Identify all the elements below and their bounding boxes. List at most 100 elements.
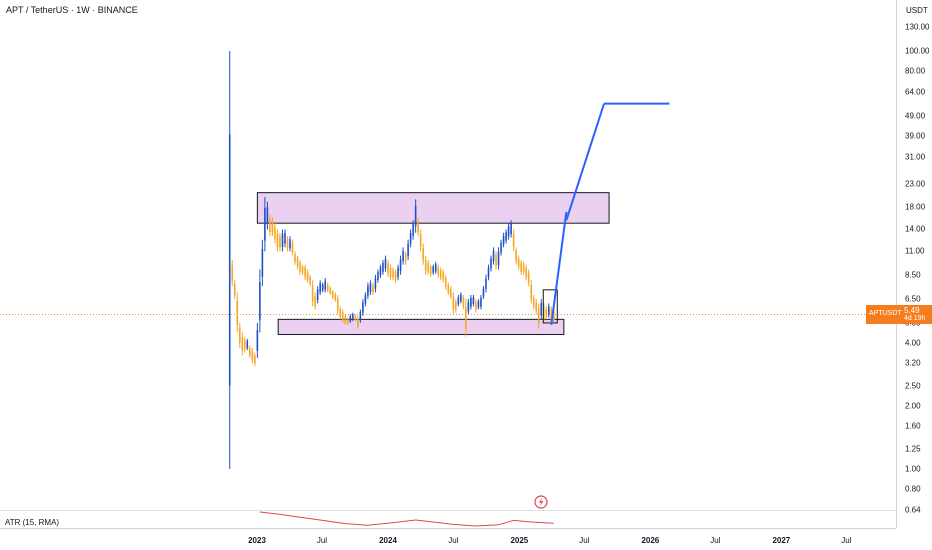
price-tick: 0.64	[905, 505, 921, 514]
projection-line	[550, 211, 568, 325]
candle-body	[530, 284, 533, 299]
candle-body	[525, 267, 527, 278]
candle-body	[477, 301, 480, 308]
candle-body	[404, 254, 407, 262]
candle-body	[452, 296, 455, 310]
time-tick: 2027	[772, 536, 791, 545]
candle-body	[329, 287, 332, 294]
candle-body	[392, 270, 394, 278]
candle-body	[437, 267, 440, 276]
candle-body	[319, 283, 321, 293]
candle-body	[512, 233, 515, 247]
price-tick: 39.00	[905, 131, 926, 141]
candle-body	[537, 308, 540, 324]
candle-body	[341, 312, 344, 321]
candle-body	[422, 247, 424, 261]
candle-body	[532, 297, 535, 307]
candle-body	[246, 341, 249, 348]
candle-body	[447, 285, 450, 293]
candle-body	[241, 337, 244, 351]
candle-body	[547, 306, 550, 315]
price-tick: 18.00	[905, 202, 926, 212]
candle-body	[334, 294, 337, 301]
candle-body	[497, 251, 500, 266]
last-price-tag: APTUSDT 5.49 4d 19h	[866, 305, 932, 325]
candle-body	[228, 134, 231, 386]
time-axis[interactable]: 2023 Jul 2024 Jul 2025 Jul 2026 Jul 2027 Jul	[0, 528, 896, 550]
candle-body	[377, 272, 379, 280]
candle-body	[553, 312, 555, 321]
price-tick: 31.00	[905, 152, 926, 162]
candle-body	[434, 264, 437, 272]
indicator-label[interactable]: ATR (15, RMA)	[5, 518, 60, 527]
price-tick: 49.00	[905, 111, 926, 121]
candle-body	[336, 298, 339, 311]
candle-body	[359, 312, 362, 321]
time-tick: 2024	[379, 536, 397, 545]
candle-body	[550, 309, 553, 319]
candle-body	[311, 285, 314, 302]
candle-body	[349, 315, 352, 322]
price-tick: 1.60	[905, 421, 921, 431]
candle-body	[502, 235, 505, 245]
plot-area[interactable]	[0, 0, 896, 528]
candle-body	[233, 284, 236, 296]
candle-body	[495, 254, 497, 266]
candle-body	[429, 267, 432, 275]
bar-countdown: 4d 19h	[904, 315, 926, 323]
candle-body	[500, 242, 502, 253]
candle-body	[439, 270, 442, 278]
candle-body	[326, 284, 329, 291]
price-tick: 14.00	[905, 224, 926, 234]
pane-separator[interactable]	[0, 510, 896, 511]
candle-body	[515, 250, 517, 262]
recent-range-box	[542, 289, 558, 324]
projection-line	[565, 103, 606, 221]
candle-body	[384, 258, 387, 269]
candle-body	[450, 288, 452, 297]
candle-body	[243, 339, 246, 350]
candle-body	[249, 347, 251, 356]
atr-line	[259, 511, 554, 527]
candle-body	[271, 221, 274, 233]
price-axis-unit: USDT	[906, 6, 928, 15]
candle-body	[256, 329, 259, 351]
candle-body	[309, 277, 311, 284]
time-tick: 2026	[641, 536, 660, 545]
candle-body	[251, 350, 254, 361]
price-tick: 1.00	[905, 464, 921, 474]
candle-body	[432, 266, 435, 273]
candle-body	[339, 308, 342, 317]
candle-body	[487, 267, 490, 278]
candle-body	[276, 233, 279, 247]
candle-body	[261, 249, 264, 277]
candle-body	[269, 218, 271, 232]
candle-body	[527, 272, 530, 283]
candle-body	[505, 232, 507, 241]
chart-title[interactable]: APT / TetherUS · 1W · BINANCE	[6, 5, 138, 15]
candle-body	[372, 285, 374, 293]
lightning-icon	[534, 495, 548, 509]
candle-body	[517, 258, 520, 267]
candle-body	[399, 259, 402, 271]
price-axis[interactable]: USDT 130.00 100.00 80.00 64.00 49.00 39.00 31.…	[896, 0, 932, 528]
last-price-value: 5.49	[904, 306, 920, 316]
candle-body	[472, 297, 475, 305]
price-tick: 3.20	[905, 358, 921, 368]
resistance-zone	[256, 192, 610, 224]
candle-body	[294, 254, 296, 262]
candle-body	[382, 262, 384, 272]
candle-body	[354, 315, 357, 320]
price-tick: 6.50	[905, 294, 921, 304]
candle-body	[236, 300, 239, 325]
candle-body	[286, 239, 289, 249]
candle-body	[299, 262, 301, 272]
candle-body	[535, 302, 538, 312]
candle-body	[492, 250, 495, 262]
candle-body	[364, 295, 367, 304]
candle-body	[281, 233, 284, 247]
candle-body	[402, 250, 404, 262]
candle-body	[480, 297, 482, 307]
candle-body	[467, 302, 470, 312]
